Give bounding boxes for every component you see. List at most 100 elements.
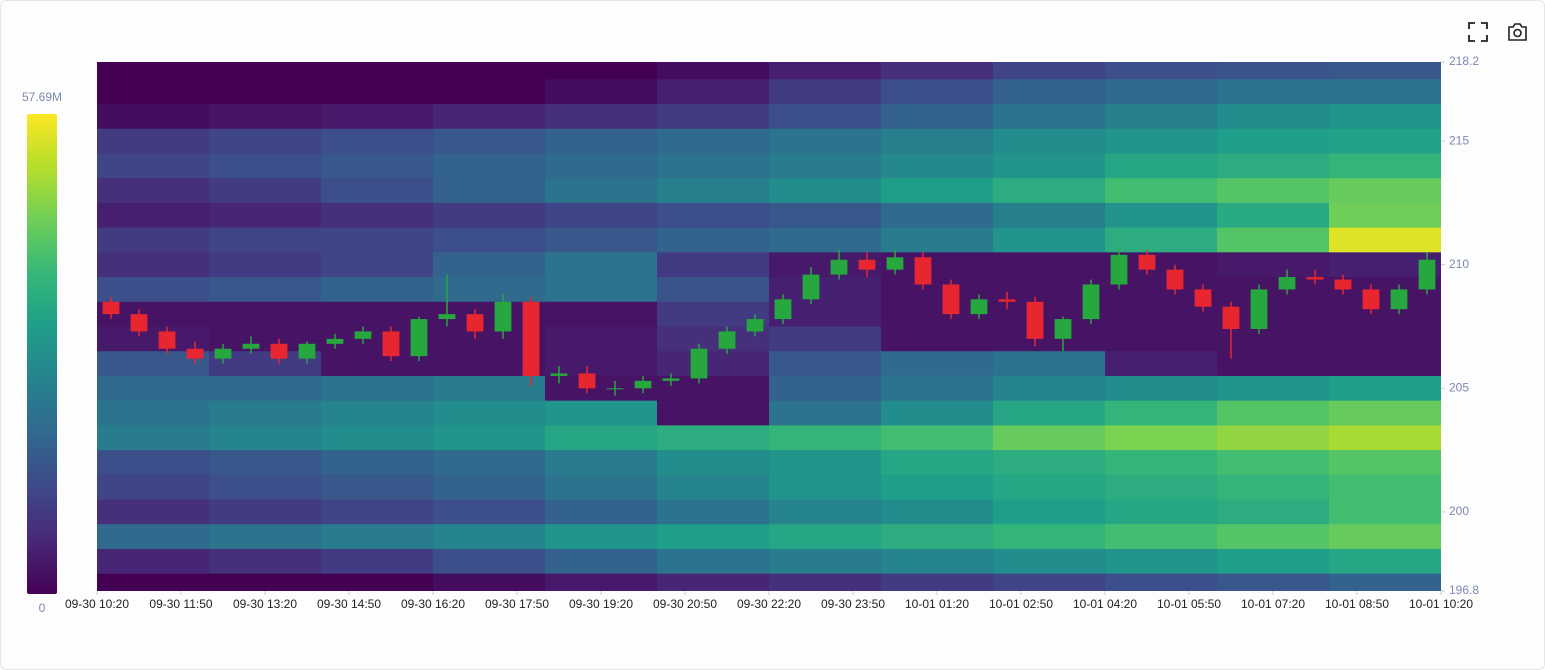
- heatmap-cell: [321, 227, 434, 253]
- heatmap-cell: [1105, 548, 1218, 575]
- heatmap-cell: [1105, 104, 1218, 130]
- candle-body: [270, 343, 288, 359]
- heatmap-cell: [321, 474, 434, 501]
- fullscreen-icon[interactable]: [1468, 22, 1488, 42]
- x-tick-label: 09-30 20:50: [653, 597, 717, 611]
- candle-body: [858, 259, 876, 270]
- candle-body: [1362, 289, 1380, 310]
- heatmap-cell: [1329, 79, 1441, 105]
- heatmap-cell: [1105, 62, 1218, 80]
- heatmap-cell: [769, 153, 882, 179]
- heatmap-cell: [769, 79, 882, 105]
- heatmap-cell: [97, 178, 210, 204]
- heatmap-cell: [1105, 79, 1218, 105]
- candle-body: [326, 338, 344, 344]
- heatmap-cell: [97, 474, 210, 501]
- heatmap-cell: [433, 524, 546, 550]
- heatmap-cell: [97, 252, 210, 278]
- camera-icon[interactable]: [1508, 23, 1527, 41]
- heatmap-cell: [545, 499, 658, 525]
- heatmap-cell: [209, 128, 322, 154]
- candle-body: [298, 343, 316, 359]
- heatmap-cell: [433, 425, 546, 451]
- heatmap-cell: [545, 326, 658, 352]
- heatmap-cell: [1329, 301, 1441, 327]
- heatmap-cell: [321, 499, 434, 525]
- candle-body: [1166, 269, 1184, 290]
- heatmap-cell: [209, 277, 322, 303]
- heatmap-cell: [993, 375, 1106, 402]
- heatmap-cell: [209, 524, 322, 550]
- candle-body: [186, 348, 204, 359]
- heatmap-cell: [881, 202, 994, 229]
- candles: [102, 249, 1436, 396]
- heatmap-cell: [993, 425, 1106, 451]
- heatmap-cell: [97, 227, 210, 253]
- heatmap-cell: [1105, 573, 1218, 591]
- heatmap-cell: [1217, 202, 1330, 229]
- x-tick-label: 10-01 01:20: [905, 597, 969, 611]
- heatmap-cell: [1217, 400, 1330, 426]
- heatmap-cell: [993, 153, 1106, 179]
- heatmap-cell: [97, 548, 210, 575]
- heatmap-cell: [657, 227, 770, 253]
- heatmap-cell: [881, 450, 994, 476]
- heatmap-cell: [881, 573, 994, 591]
- candle-body: [1418, 259, 1436, 290]
- heatmap-cell: [657, 153, 770, 179]
- heatmap-cell: [657, 450, 770, 476]
- heatmap-cell: [993, 351, 1106, 377]
- heatmap-cell: [321, 153, 434, 179]
- heatmap-cell: [657, 62, 770, 80]
- heatmap-cell: [993, 104, 1106, 130]
- screenshot-button[interactable]: [1508, 23, 1527, 41]
- heatmap-cell: [657, 128, 770, 154]
- heatmap-cell: [769, 375, 882, 402]
- heatmap-cell: [209, 301, 322, 327]
- heatmap-cell: [433, 62, 546, 80]
- heatmap-cell: [545, 400, 658, 426]
- heatmap-cell: [209, 474, 322, 501]
- x-tick-label: 10-01 07:20: [1241, 597, 1305, 611]
- heatmap-cell: [433, 400, 546, 426]
- heatmap-cell: [209, 499, 322, 525]
- fullscreen-button[interactable]: [1468, 22, 1488, 42]
- heatmap-cell: [1105, 499, 1218, 525]
- heatmap-cell: [209, 227, 322, 253]
- heatmap-cell: [1105, 450, 1218, 476]
- heatmap-cell: [881, 227, 994, 253]
- heatmap-cell: [433, 474, 546, 501]
- heatmap-cell: [321, 62, 434, 80]
- candle-body: [998, 299, 1016, 302]
- heatmap-cell: [1217, 326, 1330, 352]
- heatmap-cell: [1217, 474, 1330, 501]
- heatmap-cell: [769, 104, 882, 130]
- candle-body: [1390, 289, 1408, 310]
- candle-body: [354, 331, 372, 339]
- camera-lens[interactable]: [1513, 28, 1522, 38]
- heatmap-cell: [993, 178, 1106, 204]
- heatmap-cell: [321, 202, 434, 229]
- heatmap-cell: [545, 474, 658, 501]
- heatmap-cell: [1217, 548, 1330, 575]
- heatmap-cell: [769, 474, 882, 501]
- colorbar: [27, 114, 57, 594]
- heatmap-cell: [993, 524, 1106, 550]
- heatmap-cell: [1217, 227, 1330, 253]
- heatmap-cell: [97, 79, 210, 105]
- heatmap-cell: [321, 400, 434, 426]
- colorbar-label: 0: [39, 601, 46, 615]
- x-tick-label: 09-30 16:20: [401, 597, 465, 611]
- heatmap-cell: [657, 104, 770, 130]
- heatmap-cell: [657, 252, 770, 278]
- colorbar-label: 57.69M: [22, 90, 62, 104]
- heatmap-cell: [321, 79, 434, 105]
- heatmap-cell: [1217, 573, 1330, 591]
- heatmap-cell: [433, 178, 546, 204]
- heatmap-cell: [1105, 524, 1218, 550]
- heatmap-cell: [433, 499, 546, 525]
- heatmap-cell: [545, 425, 658, 451]
- heatmap-cell: [1329, 178, 1441, 204]
- heatmap-cell: [1105, 202, 1218, 229]
- heatmap-cell: [1329, 474, 1441, 501]
